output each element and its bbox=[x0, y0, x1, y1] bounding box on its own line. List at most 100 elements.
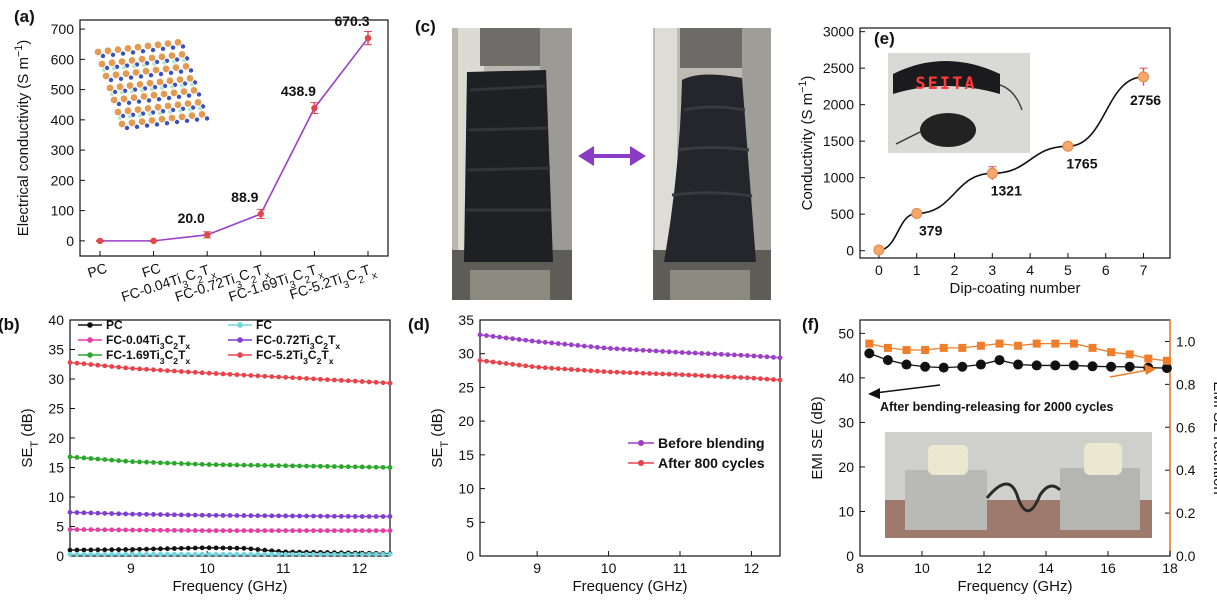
panel-b-series-point bbox=[185, 545, 191, 551]
panel-e-point bbox=[873, 244, 885, 256]
panel-d-series-point bbox=[484, 333, 489, 339]
atom bbox=[156, 78, 164, 86]
panel-d-series-point bbox=[601, 369, 607, 375]
panel-b-series-point bbox=[164, 527, 170, 533]
panel-b-series-point bbox=[151, 460, 156, 465]
panel-b-series-point bbox=[137, 546, 142, 552]
panel-d-series-point bbox=[718, 374, 724, 379]
panel-d-series-point bbox=[751, 375, 757, 381]
panel-f-right-ytick-label: 0.6 bbox=[1176, 419, 1196, 435]
panel-b-series-point bbox=[116, 547, 122, 553]
panel-b-series-point bbox=[248, 462, 254, 468]
panel-b-series-point bbox=[123, 458, 129, 464]
atom bbox=[184, 56, 190, 61]
atom bbox=[104, 65, 110, 71]
atom bbox=[98, 60, 106, 68]
panel-b-series-point bbox=[151, 512, 156, 517]
panel-b-series-point bbox=[144, 459, 149, 465]
panel-b-series-point bbox=[373, 379, 379, 385]
atom bbox=[120, 113, 126, 119]
panel-d-series-point bbox=[542, 339, 548, 345]
panel-b-series-point bbox=[137, 551, 142, 557]
panel-d-series-point bbox=[516, 362, 522, 368]
atom bbox=[168, 52, 176, 59]
panel-f-ytick-label: 30 bbox=[838, 414, 854, 430]
panel-f-xtick-label: 8 bbox=[856, 560, 864, 576]
atom bbox=[124, 125, 130, 131]
panel-d-series-point bbox=[621, 370, 626, 375]
panel-d-series-point bbox=[608, 346, 613, 351]
panel-b-series-point bbox=[137, 511, 142, 517]
panel-b-series-point bbox=[380, 528, 386, 534]
panel-b-legend-entry: FC-5.2Ti3C2Tx bbox=[256, 348, 334, 366]
panel-d-series-point bbox=[594, 344, 600, 350]
atom bbox=[172, 59, 176, 64]
panel-b-series-point bbox=[123, 511, 129, 517]
panel-b-series-point bbox=[164, 512, 170, 518]
panel-d-series-point bbox=[529, 338, 535, 344]
atom bbox=[168, 110, 172, 114]
panel-b-series-point bbox=[227, 545, 233, 551]
panel-b-series-point bbox=[206, 370, 212, 376]
panel-d-series-point bbox=[614, 369, 620, 375]
panel-e-xtick-label: 1 bbox=[913, 262, 921, 278]
panel-b-series-point bbox=[338, 528, 344, 534]
panel-b-series-point bbox=[206, 551, 212, 557]
panel-b-ytick-label: 25 bbox=[48, 401, 64, 417]
atom bbox=[170, 84, 174, 89]
panel-b-series-point bbox=[171, 551, 177, 557]
panel-a-ytick-label: 600 bbox=[51, 51, 75, 67]
atom bbox=[176, 94, 182, 100]
panel-b-series-point bbox=[248, 551, 254, 557]
panel-b-series-point bbox=[81, 361, 87, 367]
panel-b-series-point bbox=[366, 464, 372, 470]
panel-b-series-point bbox=[262, 528, 268, 534]
atom bbox=[136, 81, 144, 88]
atom bbox=[198, 111, 206, 118]
panel-b-series-point bbox=[116, 511, 122, 517]
panel-b-series-point bbox=[290, 551, 296, 557]
panel-d-series-point bbox=[562, 341, 568, 347]
panel-b-series-point bbox=[206, 512, 212, 518]
panel-b-series-point bbox=[144, 551, 149, 557]
panel-b-series-point bbox=[373, 514, 379, 519]
panel-b-series-point bbox=[74, 547, 80, 553]
panel-b-series-point bbox=[220, 462, 226, 468]
panel-b-series-point bbox=[213, 462, 219, 468]
panel-d-series-point bbox=[510, 361, 516, 367]
atom bbox=[180, 83, 184, 88]
panel-b-series-point bbox=[262, 551, 268, 557]
panel-e-ytick-label: 2500 bbox=[823, 60, 854, 76]
atom bbox=[142, 63, 146, 68]
panel-b-legend-entry: PC bbox=[106, 318, 123, 332]
wire bbox=[999, 84, 1023, 111]
atom bbox=[124, 45, 132, 52]
panel-b-series-point bbox=[297, 513, 302, 519]
panel-b-series-point bbox=[276, 513, 282, 519]
panel-b-series-point bbox=[380, 551, 386, 557]
panel-e-plot-frame bbox=[859, 27, 1171, 259]
atom bbox=[168, 114, 176, 122]
atom bbox=[172, 64, 180, 71]
panel-b-legend-marker bbox=[237, 322, 243, 328]
panel-b-series-point bbox=[130, 527, 136, 533]
panel-b-series-point bbox=[130, 551, 136, 557]
panel-b-series-point bbox=[171, 460, 177, 466]
panel-a-chart: 0 100 200 300 400 500 600 700 (a) Electrical cond… bbox=[13, 7, 389, 305]
panel-b-series-point bbox=[192, 369, 198, 375]
panel-f-retention-point bbox=[958, 343, 967, 352]
panel-b-series-point bbox=[213, 371, 219, 376]
panel-b-series-point bbox=[276, 463, 282, 469]
panel-b-label: (b) bbox=[0, 315, 20, 334]
panel-b-series-point bbox=[290, 528, 296, 534]
panel-b-series-point bbox=[220, 371, 226, 377]
panel-b-series-point bbox=[331, 513, 337, 519]
panel-b-xlabel: Frequency (GHz) bbox=[172, 578, 287, 595]
atom bbox=[178, 113, 186, 121]
atom bbox=[166, 77, 174, 85]
panel-f-ytick-label: 20 bbox=[838, 459, 854, 475]
panel-f-xtick-label: 12 bbox=[976, 560, 992, 576]
panel-f-se-point bbox=[1068, 360, 1079, 371]
atom bbox=[148, 117, 156, 124]
atom bbox=[134, 43, 142, 51]
